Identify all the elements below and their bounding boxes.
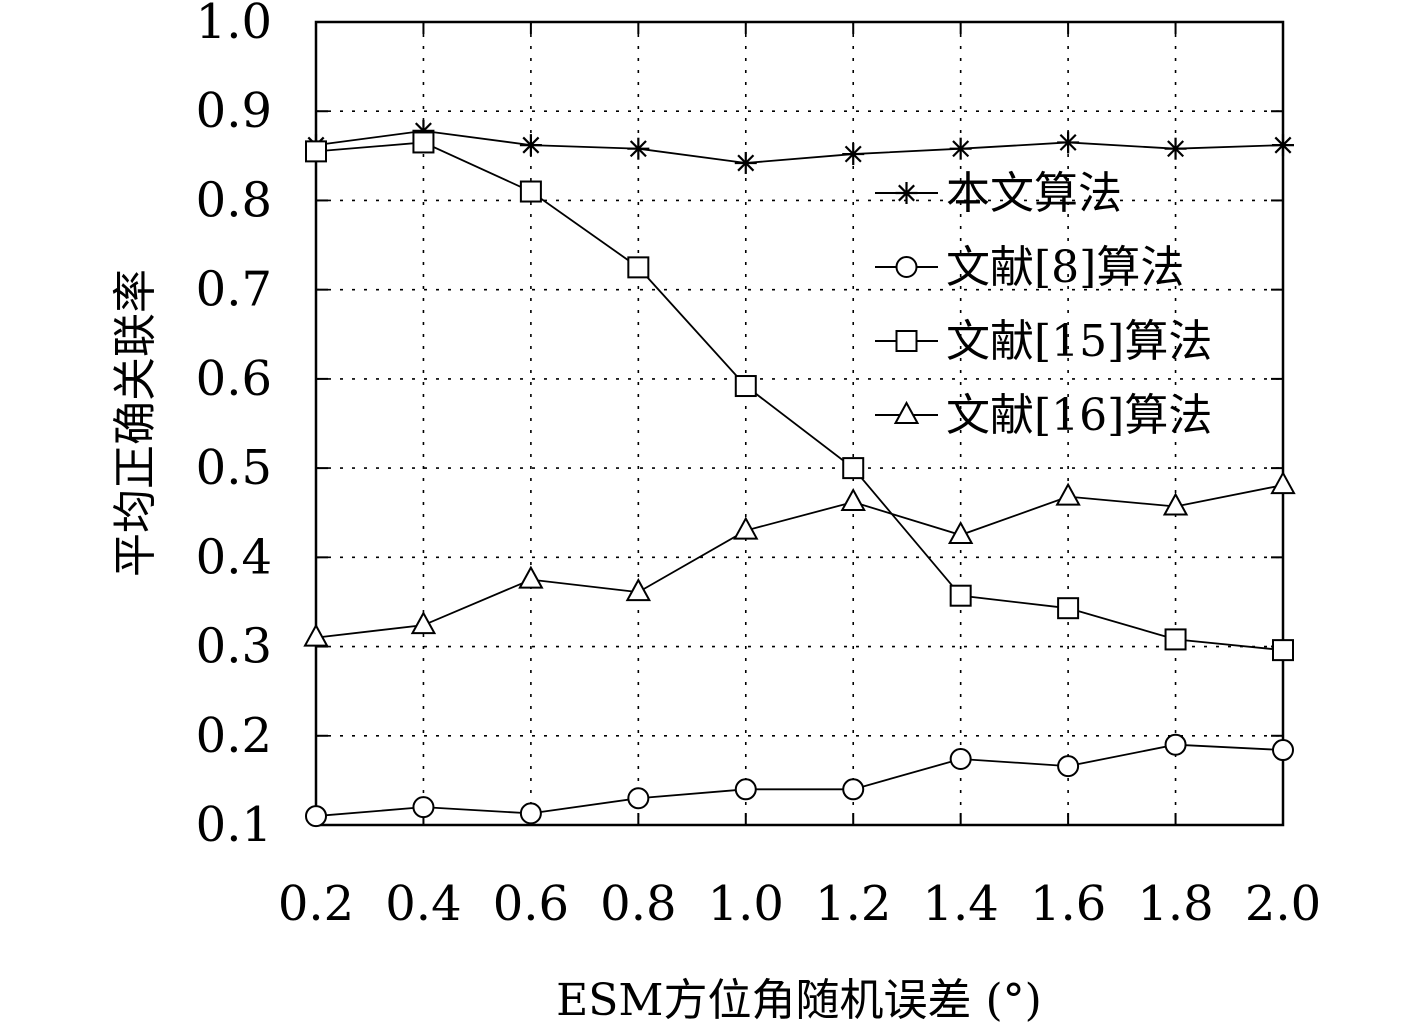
legend-label: 文献[15]算法 bbox=[946, 316, 1212, 367]
data-point-circle bbox=[734, 778, 757, 801]
legend-label: 文献[16]算法 bbox=[946, 390, 1212, 441]
data-point-circle bbox=[412, 796, 435, 819]
data-point-circle bbox=[949, 747, 972, 770]
data-point-triangle bbox=[410, 611, 437, 635]
data-point-triangle bbox=[947, 520, 974, 545]
series-square bbox=[305, 131, 1294, 662]
data-point-square bbox=[949, 584, 972, 607]
data-point-square bbox=[1164, 628, 1187, 651]
legend-entry-square: 文献[15]算法 bbox=[875, 316, 1212, 367]
data-point-square bbox=[412, 131, 435, 154]
x-tick-label: 0.6 bbox=[493, 876, 569, 932]
data-point-triangle bbox=[733, 516, 759, 540]
y-tick-label: 0.2 bbox=[196, 708, 272, 764]
series-group bbox=[303, 119, 1296, 828]
data-point-triangle bbox=[840, 487, 866, 512]
y-axis-label: 平均正确关联率 bbox=[110, 269, 161, 577]
legend-marker-triangle bbox=[893, 400, 920, 424]
series-circle bbox=[305, 733, 1294, 828]
x-tick-label: 1.0 bbox=[708, 876, 784, 932]
plot-frame bbox=[314, 20, 1285, 827]
axis-ticks: 0.2 0.4 0.6 0.8 1.0 1.2 1.4 1.6 1.8 2.00.10.20.30… bbox=[196, 0, 1322, 932]
legend-marker-circle bbox=[895, 256, 918, 278]
data-point-circle bbox=[305, 805, 327, 828]
y-tick-label: 1.0 bbox=[196, 0, 272, 50]
data-point-circle bbox=[519, 802, 542, 825]
x-tick-label: 0.2 bbox=[278, 876, 354, 932]
data-point-star bbox=[949, 137, 972, 160]
series-line-circle bbox=[315, 743, 1284, 817]
y-tick-label: 0.5 bbox=[196, 440, 272, 496]
data-point-triangle bbox=[518, 565, 544, 589]
y-tick-label: 0.8 bbox=[196, 172, 272, 228]
data-point-square bbox=[734, 375, 757, 398]
data-point-star bbox=[842, 143, 865, 166]
data-point-square bbox=[519, 180, 542, 203]
x-tick-label: 2.0 bbox=[1245, 876, 1321, 932]
data-point-star bbox=[519, 134, 542, 157]
data-point-star bbox=[627, 137, 650, 160]
data-point-circle bbox=[627, 787, 650, 810]
series-triangle bbox=[303, 470, 1296, 647]
data-point-star bbox=[1164, 137, 1187, 160]
data-point-square bbox=[627, 256, 650, 279]
y-tick-label: 0.9 bbox=[196, 83, 272, 139]
y-tick-label: 0.3 bbox=[196, 619, 272, 675]
data-point-triangle bbox=[1162, 492, 1189, 516]
y-tick-label: 0.1 bbox=[196, 797, 272, 853]
x-tick-label: 1.2 bbox=[815, 876, 891, 932]
data-point-star bbox=[1272, 134, 1294, 157]
legend-label: 本文算法 bbox=[946, 168, 1122, 219]
legend-marker-star bbox=[895, 182, 918, 204]
legend-label: 文献[8]算法 bbox=[946, 242, 1184, 293]
data-point-triangle bbox=[1055, 482, 1081, 506]
x-tick-label: 1.6 bbox=[1030, 876, 1106, 932]
series-star bbox=[305, 119, 1294, 174]
data-point-circle bbox=[1057, 755, 1080, 778]
data-point-square bbox=[1057, 597, 1080, 620]
x-axis-label: ESM方位角随机误差 (°) bbox=[556, 975, 1042, 1026]
legend-entry-circle: 文献[8]算法 bbox=[875, 242, 1184, 293]
data-point-triangle bbox=[303, 623, 329, 647]
data-point-circle bbox=[1272, 739, 1294, 762]
series-line-star bbox=[315, 129, 1284, 164]
data-point-circle bbox=[842, 778, 865, 801]
series-line-square bbox=[315, 141, 1284, 652]
y-tick-label: 0.7 bbox=[196, 262, 272, 318]
data-point-star bbox=[734, 151, 757, 174]
data-point-triangle bbox=[625, 578, 652, 602]
data-point-square bbox=[842, 457, 865, 480]
data-point-square bbox=[1272, 639, 1294, 662]
legend-entry-star: 本文算法 bbox=[875, 168, 1122, 219]
x-tick-label: 1.8 bbox=[1137, 876, 1213, 932]
data-point-square bbox=[305, 140, 327, 163]
data-point-star bbox=[1057, 131, 1080, 154]
series-line-triangle bbox=[315, 484, 1284, 639]
x-tick-label: 0.8 bbox=[600, 876, 676, 932]
legend-entry-triangle: 文献[16]算法 bbox=[875, 390, 1212, 441]
x-tick-label: 1.4 bbox=[922, 876, 998, 932]
y-tick-label: 0.6 bbox=[196, 351, 272, 407]
legend-marker-square bbox=[895, 330, 918, 352]
y-tick-label: 0.4 bbox=[196, 529, 272, 585]
x-tick-label: 0.4 bbox=[385, 876, 461, 932]
data-point-triangle bbox=[1270, 470, 1296, 495]
data-point-circle bbox=[1164, 733, 1187, 756]
